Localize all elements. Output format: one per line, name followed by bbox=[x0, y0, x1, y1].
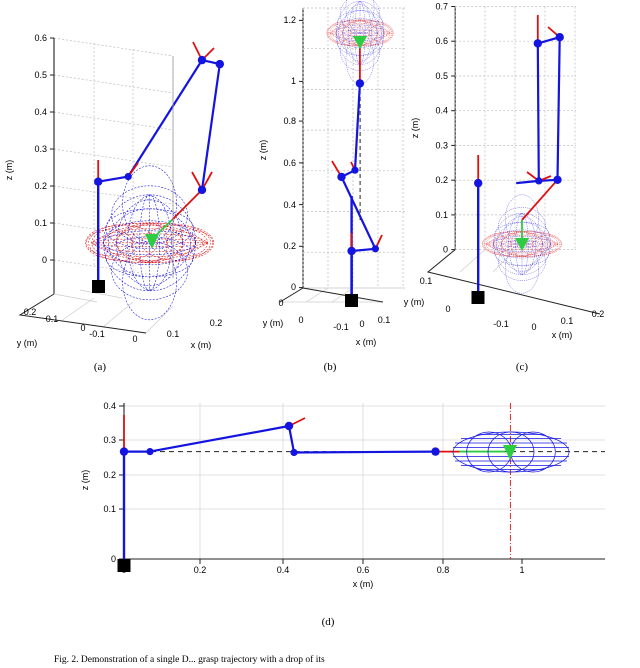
svg-text:0.4: 0.4 bbox=[34, 107, 47, 117]
svg-text:0: 0 bbox=[42, 255, 47, 265]
svg-text:z (m): z (m) bbox=[4, 160, 14, 181]
svg-text:0.2: 0.2 bbox=[592, 309, 605, 319]
svg-text:0: 0 bbox=[531, 322, 536, 332]
svg-text:0.1: 0.1 bbox=[46, 314, 59, 324]
svg-text:0.6: 0.6 bbox=[34, 33, 47, 43]
svg-text:x (m): x (m) bbox=[353, 579, 374, 589]
svg-text:x (m): x (m) bbox=[191, 340, 212, 350]
svg-text:0.4: 0.4 bbox=[435, 106, 448, 116]
svg-text:0: 0 bbox=[132, 334, 137, 344]
svg-text:y (m): y (m) bbox=[263, 318, 284, 328]
svg-text:0.1: 0.1 bbox=[435, 210, 448, 220]
svg-text:0.3: 0.3 bbox=[103, 435, 116, 445]
svg-text:0: 0 bbox=[445, 304, 450, 314]
svg-text:0.4: 0.4 bbox=[283, 200, 296, 210]
svg-text:0.2: 0.2 bbox=[435, 175, 448, 185]
svg-text:0: 0 bbox=[278, 298, 283, 308]
svg-text:-0.1: -0.1 bbox=[89, 329, 105, 339]
svg-text:0.4: 0.4 bbox=[277, 565, 290, 575]
svg-text:0.1: 0.1 bbox=[34, 218, 47, 228]
svg-text:z (m): z (m) bbox=[258, 140, 268, 161]
svg-text:0: 0 bbox=[111, 554, 116, 564]
svg-text:x (m): x (m) bbox=[356, 337, 377, 347]
svg-text:0: 0 bbox=[80, 323, 85, 333]
svg-text:z (m): z (m) bbox=[410, 118, 420, 139]
svg-text:0.1: 0.1 bbox=[420, 276, 433, 286]
svg-text:0.8: 0.8 bbox=[283, 116, 296, 126]
svg-text:0.1: 0.1 bbox=[378, 315, 391, 325]
svg-text:y (m): y (m) bbox=[17, 338, 38, 348]
svg-text:-0.1: -0.1 bbox=[333, 322, 349, 332]
svg-text:0.5: 0.5 bbox=[435, 71, 448, 81]
svg-text:Fig. 2. Demonstration of a: Fig. 2. Demonstration of a single D... g… bbox=[54, 654, 325, 665]
svg-text:0.2: 0.2 bbox=[24, 307, 37, 317]
svg-text:(b): (b) bbox=[324, 361, 337, 373]
svg-text:0.4: 0.4 bbox=[103, 401, 116, 411]
svg-text:0.2: 0.2 bbox=[194, 565, 207, 575]
svg-text:(a): (a) bbox=[94, 361, 107, 373]
svg-text:0.6: 0.6 bbox=[283, 158, 296, 168]
svg-text:0.3: 0.3 bbox=[435, 140, 448, 150]
svg-text:y (m): y (m) bbox=[404, 297, 425, 307]
svg-text:z (m): z (m) bbox=[80, 470, 90, 491]
svg-text:0.5: 0.5 bbox=[34, 70, 47, 80]
svg-text:1.2: 1.2 bbox=[283, 15, 296, 25]
svg-text:0.8: 0.8 bbox=[437, 565, 450, 575]
svg-text:0.7: 0.7 bbox=[435, 2, 448, 12]
svg-text:-0.1: -0.1 bbox=[493, 319, 509, 329]
svg-text:0.2: 0.2 bbox=[34, 181, 47, 191]
svg-text:0: 0 bbox=[443, 245, 448, 255]
svg-text:(d): (d) bbox=[322, 616, 335, 628]
svg-text:0: 0 bbox=[359, 319, 364, 329]
svg-text:0.1: 0.1 bbox=[167, 329, 180, 339]
svg-text:0.2: 0.2 bbox=[103, 470, 116, 480]
svg-text:0.6: 0.6 bbox=[357, 565, 370, 575]
svg-text:1: 1 bbox=[291, 76, 296, 86]
svg-text:x (m): x (m) bbox=[552, 330, 573, 340]
svg-text:0.2: 0.2 bbox=[283, 241, 296, 251]
svg-text:0.1: 0.1 bbox=[103, 504, 116, 514]
svg-text:0.3: 0.3 bbox=[34, 144, 47, 154]
svg-text:0: 0 bbox=[298, 315, 303, 325]
svg-text:1: 1 bbox=[519, 565, 524, 575]
svg-text:(c): (c) bbox=[516, 361, 529, 373]
svg-text:0: 0 bbox=[291, 282, 296, 292]
svg-text:0.6: 0.6 bbox=[435, 36, 448, 46]
svg-text:0.2: 0.2 bbox=[210, 318, 223, 328]
svg-text:0.1: 0.1 bbox=[561, 316, 574, 326]
